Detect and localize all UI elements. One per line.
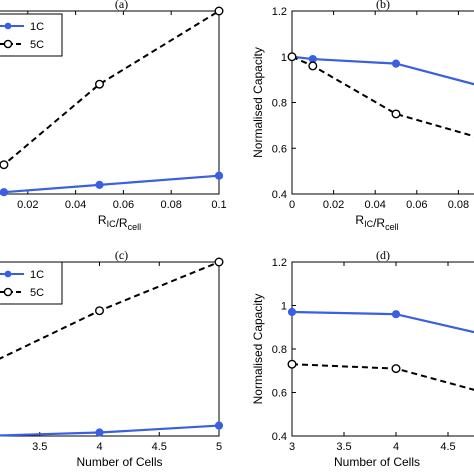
x-tick-label: 4.5 (152, 441, 167, 453)
y-axis-title: Normalised Capacity (251, 294, 265, 405)
x-tick-label: 3 (289, 441, 295, 453)
y-tick-label: 0.6 (272, 388, 287, 400)
legend-label: 5C (30, 39, 44, 51)
y-tick-label: 1 (281, 301, 287, 313)
series-line-1c (291, 55, 474, 86)
y-tick-label: 1.2 (272, 257, 287, 269)
y-tick-label: 1.2 (272, 6, 287, 18)
data-point-1c (214, 421, 224, 430)
plot-area-frame (291, 10, 474, 195)
y-tick-label: 0.6 (272, 143, 287, 155)
x-tick-label: 0.02 (323, 199, 344, 211)
x-tick-label: 0.02 (17, 199, 38, 211)
data-point-1c (287, 307, 297, 317)
data-point-5c (0, 160, 9, 170)
data-point-5c (94, 79, 104, 89)
x-tick-label: 0 (289, 199, 295, 211)
legend-label: 5C (30, 287, 44, 299)
x-axis-title: Number of Cells (334, 455, 420, 469)
x-tick-label: 0.08 (448, 199, 469, 211)
legend-label: 1C (30, 21, 44, 33)
y-axis-title: Normalised Capacity (251, 47, 265, 158)
legend-swatch-marker (4, 270, 12, 278)
panel-c: (c) 3.5 4 4.5 5 Number of Cells 1C 5C (0, 248, 224, 469)
legend-box (0, 13, 63, 57)
x-tick-label: 4.5 (440, 441, 455, 453)
legend: 1C 5C (0, 13, 63, 57)
legend: 1C 5C (0, 261, 63, 305)
x-tick-label: 0.08 (160, 199, 181, 211)
x-tick-label: 0.06 (113, 199, 134, 211)
x-axis-title: RIC/Rcell (355, 213, 398, 232)
data-point-1c (391, 59, 401, 68)
legend-swatch-marker (3, 287, 13, 297)
data-point-1c (95, 428, 104, 437)
legend-label: 1C (30, 269, 44, 281)
data-point-5c (214, 257, 224, 267)
x-tick-label: 5 (216, 441, 222, 453)
series-line-5c (291, 363, 474, 391)
panel-label: (b) (376, 0, 390, 11)
panel-label: (a) (115, 0, 128, 11)
x-tick-label: 3.5 (336, 441, 351, 453)
data-point-5c (287, 52, 297, 62)
legend-swatch-marker (4, 22, 12, 30)
plot-area-frame (0, 10, 220, 195)
data-point-5c (214, 6, 224, 16)
x-axis-title: Number of Cells (76, 455, 162, 469)
data-point-1c (0, 188, 8, 197)
legend-box (0, 261, 63, 305)
data-point-1c (391, 310, 401, 319)
series-line-1c (0, 174, 220, 194)
series-line-1c (0, 424, 220, 437)
x-tick-label: 0.04 (364, 199, 385, 211)
y-tick-label: 0.8 (272, 344, 287, 356)
series-line-1c (291, 310, 474, 334)
y-tick-label: 1 (281, 52, 287, 64)
x-tick-label: 4 (393, 441, 399, 453)
panel-b: (b) 0 0.02 0.04 0.06 0.08 0.4 0.6 0.8 1 1.2 RIC/Rce… (251, 0, 474, 232)
data-point-5c (391, 109, 401, 119)
plot-area-frame (291, 261, 474, 437)
x-tick-label: 0.1 (211, 199, 226, 211)
data-point-5c (287, 359, 297, 369)
series-line-5c (291, 55, 474, 138)
x-tick-label: 3.5 (32, 441, 47, 453)
panel-d: (d) 3 3.5 4 4.5 0.4 0.6 0.8 1 1.2 Number of Cells N… (251, 248, 474, 469)
data-point-1c (95, 180, 104, 189)
y-tick-label: 0.8 (272, 98, 287, 110)
legend-swatch-marker (3, 39, 13, 49)
x-tick-label: 0.04 (65, 199, 86, 211)
x-tick-label: 4 (96, 441, 102, 453)
y-tick-label: 0.4 (272, 431, 287, 443)
panel-a: (a) 0.02 0.04 0.06 0.08 0.1 RIC/Rcell 1C 5C (0, 0, 227, 232)
x-tick-label: 0.06 (406, 199, 427, 211)
x-axis-title: RIC/Rcell (98, 213, 141, 232)
data-point-5c (391, 364, 401, 374)
panel-label: (d) (376, 248, 390, 262)
panel-label: (c) (115, 248, 128, 262)
data-point-5c (308, 61, 318, 71)
data-point-5c (94, 306, 104, 316)
y-tick-label: 0.4 (272, 189, 287, 201)
data-point-1c (214, 171, 224, 180)
